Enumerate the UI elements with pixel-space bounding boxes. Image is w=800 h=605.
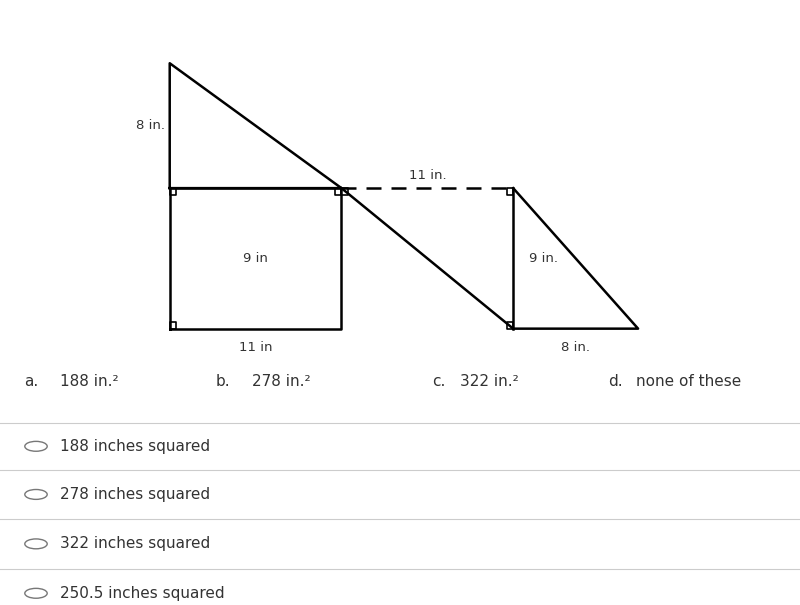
Text: 278 inches squared: 278 inches squared [60, 487, 210, 502]
Text: 8 in.: 8 in. [136, 119, 165, 132]
Text: 322 inches squared: 322 inches squared [60, 537, 210, 551]
Text: 188 in.²: 188 in.² [60, 374, 118, 389]
Text: 9 in.: 9 in. [529, 252, 558, 265]
Text: 11 in.: 11 in. [409, 169, 446, 182]
Text: 278 in.²: 278 in.² [252, 374, 310, 389]
Text: d.: d. [608, 374, 622, 389]
Text: none of these: none of these [636, 374, 742, 389]
Text: 11 in: 11 in [239, 341, 272, 354]
Text: a.: a. [24, 374, 38, 389]
Text: 188 inches squared: 188 inches squared [60, 439, 210, 454]
Text: 250.5 inches squared: 250.5 inches squared [60, 586, 225, 601]
Text: c.: c. [432, 374, 446, 389]
Text: 8 in.: 8 in. [561, 341, 590, 354]
Text: 322 in.²: 322 in.² [460, 374, 518, 389]
Text: b.: b. [216, 374, 230, 389]
Text: 9 in: 9 in [243, 252, 268, 265]
